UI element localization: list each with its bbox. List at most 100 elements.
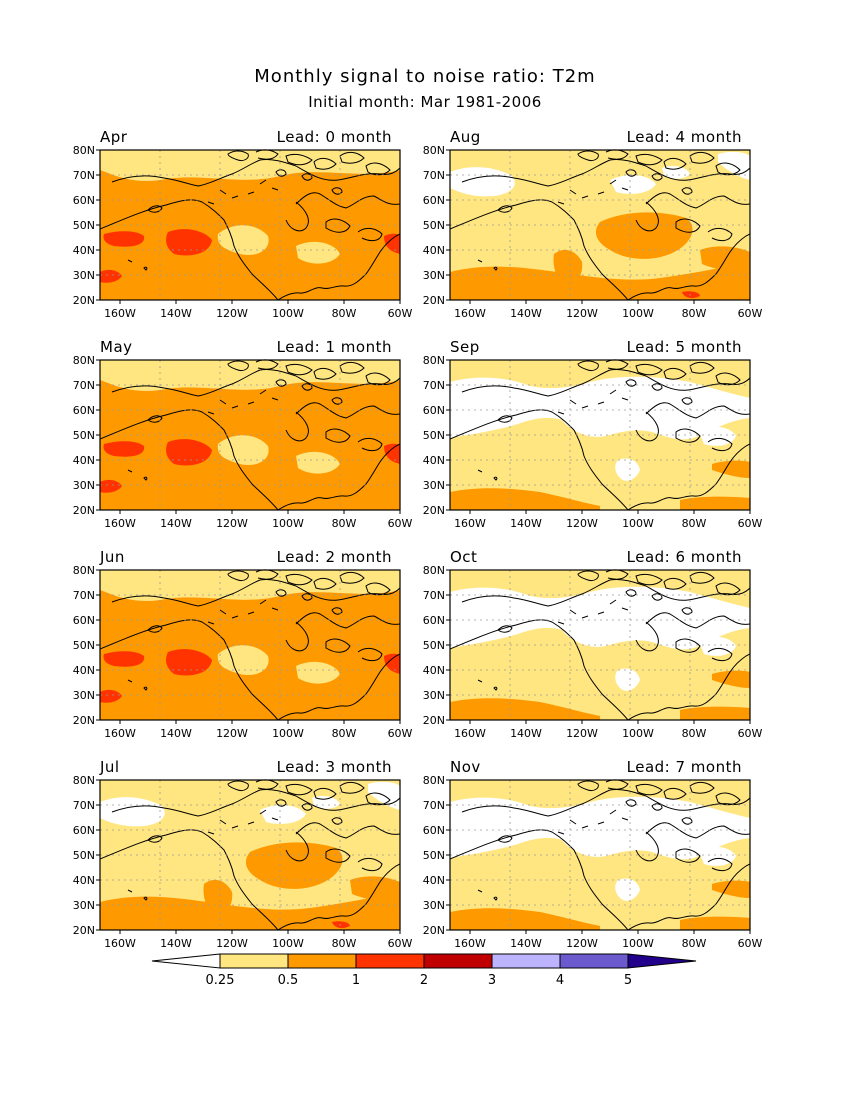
lat-tick-label: 50N — [423, 849, 445, 862]
lon-tick-label: 80W — [682, 727, 707, 740]
lat-tick-label: 40N — [73, 874, 95, 887]
colorbar-segment — [287, 953, 357, 969]
lon-tick-label: 140W — [160, 727, 192, 740]
lat-tick-label: 50N — [423, 639, 445, 652]
lat-tick-label: 40N — [423, 664, 445, 677]
lon-tick-label: 100W — [622, 517, 654, 530]
lat-tick-label: 50N — [73, 429, 95, 442]
panel-month-label: Jul — [99, 758, 120, 776]
colorbar-segment — [219, 953, 289, 969]
lat-tick-label: 40N — [73, 454, 95, 467]
lat-tick-label: 70N — [423, 169, 445, 182]
lon-tick-label: 80W — [332, 727, 357, 740]
lat-tick-label: 70N — [73, 589, 95, 602]
lat-tick-label: 60N — [423, 824, 445, 837]
panel-lead-label: Lead: 6 month — [627, 548, 742, 566]
lon-tick-label: 60W — [738, 517, 763, 530]
lon-tick-label: 100W — [272, 517, 304, 530]
lat-tick-label: 50N — [423, 429, 445, 442]
gridlines — [450, 150, 750, 300]
panel-lead-label: Lead: 0 month — [277, 128, 392, 146]
contour-region — [296, 661, 340, 684]
contour-region — [217, 435, 269, 466]
lon-tick-label: 80W — [682, 517, 707, 530]
lat-tick-label: 20N — [423, 294, 445, 307]
lat-tick-label: 30N — [73, 689, 95, 702]
lat-tick-label: 50N — [73, 219, 95, 232]
contour-region — [100, 797, 165, 827]
contour-region — [296, 241, 340, 264]
coastline — [100, 359, 400, 511]
gridlines — [100, 780, 400, 930]
lon-tick-label: 80W — [682, 307, 707, 320]
lat-tick-label: 80N — [73, 774, 95, 787]
lat-tick-label: 20N — [423, 924, 445, 937]
map-panel: Oct Lead: 6 month 160W 140W 120W 100W 80W 60W 20… — [423, 548, 763, 740]
panel-month-label: Aug — [450, 128, 481, 146]
panel-lead-label: Lead: 5 month — [627, 338, 742, 356]
lat-tick-label: 30N — [73, 479, 95, 492]
lon-tick-label: 140W — [510, 937, 542, 950]
lat-tick-label: 20N — [73, 504, 95, 517]
gridlines — [100, 360, 400, 510]
lat-tick-label: 30N — [423, 269, 445, 282]
lon-tick-label: 160W — [454, 727, 486, 740]
panel-month-label: Oct — [450, 548, 477, 566]
lat-tick-label: 70N — [423, 589, 445, 602]
contour-region — [100, 892, 400, 930]
contour-region — [680, 706, 750, 720]
contour-region — [450, 908, 600, 930]
lon-tick-label: 100W — [622, 727, 654, 740]
lon-tick-label: 100W — [272, 307, 304, 320]
colorbar-label: 1 — [352, 973, 360, 988]
lat-tick-label: 50N — [73, 639, 95, 652]
lat-tick-label: 20N — [73, 714, 95, 727]
lon-tick-label: 140W — [160, 307, 192, 320]
panel-month-label: Sep — [450, 338, 480, 356]
panel-lead-label: Lead: 1 month — [277, 338, 392, 356]
lat-tick-label: 80N — [423, 774, 445, 787]
lat-tick-label: 50N — [423, 219, 445, 232]
lon-tick-label: 120W — [566, 727, 598, 740]
lon-tick-label: 160W — [104, 937, 136, 950]
lat-tick-label: 70N — [423, 799, 445, 812]
contour-region — [682, 291, 700, 299]
panel-lead-label: Lead: 3 month — [277, 758, 392, 776]
lon-tick-label: 60W — [388, 307, 413, 320]
lon-tick-label: 100W — [622, 937, 654, 950]
contour-region — [260, 805, 306, 824]
gridlines — [100, 150, 400, 300]
lat-tick-label: 80N — [73, 354, 95, 367]
map-panel: Aug Lead: 4 month 160W 140W 120W 100W 80W 60W 20… — [423, 128, 763, 320]
contour-region — [100, 150, 400, 181]
contour-region — [100, 689, 122, 703]
contour-region — [615, 458, 640, 481]
lon-tick-label: 100W — [272, 937, 304, 950]
panel-month-label: May — [100, 338, 133, 356]
lon-tick-label: 60W — [388, 727, 413, 740]
contour-region — [450, 167, 515, 197]
contour-region — [245, 842, 343, 889]
lat-tick-label: 20N — [423, 504, 445, 517]
lat-tick-label: 60N — [423, 614, 445, 627]
contour-region — [203, 879, 233, 917]
lat-tick-label: 30N — [423, 899, 445, 912]
lon-tick-label: 80W — [332, 307, 357, 320]
gridlines — [450, 360, 750, 510]
contour-region — [332, 921, 350, 929]
contour-region — [712, 670, 750, 688]
lon-tick-label: 100W — [622, 307, 654, 320]
contour-region — [450, 586, 750, 650]
contour-field — [100, 359, 400, 511]
lat-tick-label: 40N — [423, 874, 445, 887]
colorbar: 0.25 0.5 1 2 3 4 5 — [151, 953, 697, 988]
lon-tick-label: 140W — [160, 517, 192, 530]
colorbar-segment — [559, 953, 629, 969]
panel-lead-label: Lead: 7 month — [627, 758, 742, 776]
contour-region — [712, 460, 750, 478]
lon-tick-label: 140W — [510, 727, 542, 740]
lat-tick-label: 60N — [73, 614, 95, 627]
coastline — [100, 779, 400, 931]
lon-tick-label: 160W — [454, 307, 486, 320]
